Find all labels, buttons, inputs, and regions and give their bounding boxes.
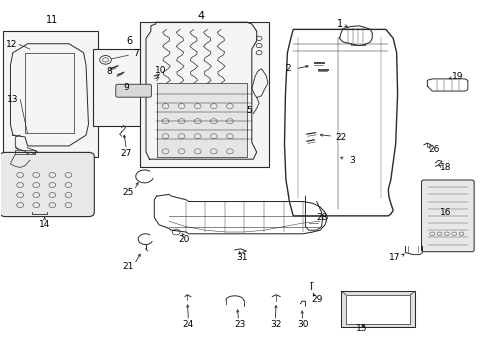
Bar	[140, 22, 268, 167]
Text: 13: 13	[7, 95, 19, 104]
Text: 22: 22	[335, 133, 346, 142]
Text: 11: 11	[46, 15, 58, 26]
FancyBboxPatch shape	[421, 180, 473, 252]
Text: 32: 32	[270, 320, 281, 329]
Bar	[3, 31, 98, 157]
Text: 28: 28	[316, 213, 327, 222]
Text: 23: 23	[233, 320, 245, 329]
Text: 12: 12	[6, 40, 18, 49]
Text: 6: 6	[126, 36, 133, 46]
FancyBboxPatch shape	[0, 152, 94, 217]
Text: 2: 2	[285, 64, 290, 73]
Text: 30: 30	[297, 320, 308, 329]
Text: 9: 9	[123, 83, 129, 92]
Bar	[15, 150, 35, 154]
Text: 10: 10	[155, 66, 166, 75]
Text: 20: 20	[178, 235, 189, 244]
Bar	[345, 295, 409, 324]
Text: 21: 21	[122, 262, 134, 271]
Text: 7: 7	[133, 49, 139, 58]
Text: 16: 16	[439, 208, 450, 217]
Text: 26: 26	[427, 145, 439, 154]
Text: 25: 25	[122, 188, 134, 197]
Text: 18: 18	[439, 163, 451, 172]
Text: 17: 17	[388, 253, 400, 262]
Text: 29: 29	[310, 294, 322, 303]
FancyBboxPatch shape	[116, 84, 151, 97]
Bar	[340, 291, 414, 327]
Text: 3: 3	[348, 156, 354, 165]
Bar	[157, 83, 246, 157]
Text: 19: 19	[451, 72, 463, 81]
Text: 5: 5	[246, 105, 252, 114]
Text: 14: 14	[39, 220, 50, 229]
Text: 27: 27	[121, 149, 132, 158]
Bar	[93, 49, 166, 126]
Text: 1: 1	[336, 19, 342, 29]
Text: 24: 24	[183, 320, 194, 329]
Text: 31: 31	[236, 253, 247, 262]
Bar	[25, 53, 74, 134]
Text: 4: 4	[197, 11, 204, 21]
Text: 8: 8	[106, 67, 112, 76]
Text: 15: 15	[356, 324, 367, 333]
